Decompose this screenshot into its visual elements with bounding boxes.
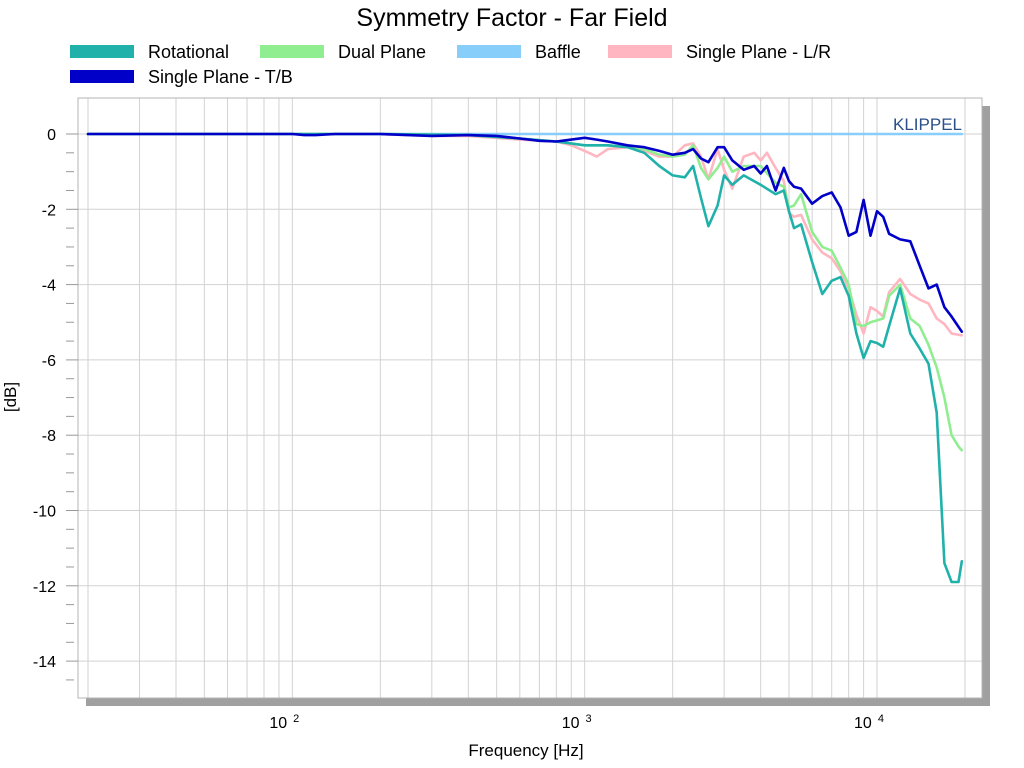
x-tick-exponent: 3 <box>586 713 592 725</box>
x-tick-label: 10 4 <box>854 713 884 732</box>
x-tick-label: 10 3 <box>562 713 592 732</box>
klippel-watermark: KLIPPEL <box>893 115 962 134</box>
legend-label-single-plane-t-b: Single Plane - T/B <box>148 67 293 87</box>
x-tick-exponent: 2 <box>293 713 299 725</box>
legend-label-baffle: Baffle <box>535 42 581 62</box>
x-tick-base: 10 <box>269 715 287 732</box>
legend-swatch-rotational <box>70 45 134 58</box>
y-tick-label: -2 <box>42 202 56 219</box>
legend-label-dual-plane: Dual Plane <box>338 42 426 62</box>
legend-swatch-baffle <box>457 45 521 58</box>
series-line-rotational <box>86 132 964 584</box>
legend-swatch-single-plane-t-b <box>70 70 134 83</box>
series-lines <box>86 132 964 584</box>
x-tick-base: 10 <box>562 715 580 732</box>
x-axis-ticks: 10 2 10 3 10 4 <box>269 713 884 732</box>
y-tick-label: -14 <box>33 654 56 671</box>
legend-swatch-single-plane-l-r <box>608 45 672 58</box>
y-tick-label: -10 <box>33 504 56 521</box>
y-tick-label: -6 <box>42 353 56 370</box>
x-axis-label: Frequency [Hz] <box>468 741 583 760</box>
x-tick-label: 10 2 <box>269 713 299 732</box>
y-tick-label: -12 <box>33 579 56 596</box>
x-tick-exponent: 4 <box>878 713 884 725</box>
y-tick-label: 0 <box>47 127 56 144</box>
legend-label-rotational: Rotational <box>148 42 229 62</box>
plot-area <box>78 98 982 698</box>
legend: Rotational Dual Plane Baffle Single Plane -… <box>70 42 831 87</box>
chart-title: Symmetry Factor - Far Field <box>356 4 667 32</box>
plot-border <box>77 97 983 699</box>
series-line-single-plane-t-b <box>86 132 964 333</box>
x-tick-base: 10 <box>854 715 872 732</box>
y-tick-label: -4 <box>42 278 56 295</box>
y-axis-ticks: 0 -2 -4 -6 -8 -10 -12 -14 <box>33 127 78 681</box>
y-tick-label: -8 <box>42 428 56 445</box>
legend-label-single-plane-l-r: Single Plane - L/R <box>686 42 831 62</box>
grid <box>77 97 983 699</box>
legend-swatch-dual-plane <box>260 45 324 58</box>
y-axis-label: [dB] <box>1 382 20 412</box>
